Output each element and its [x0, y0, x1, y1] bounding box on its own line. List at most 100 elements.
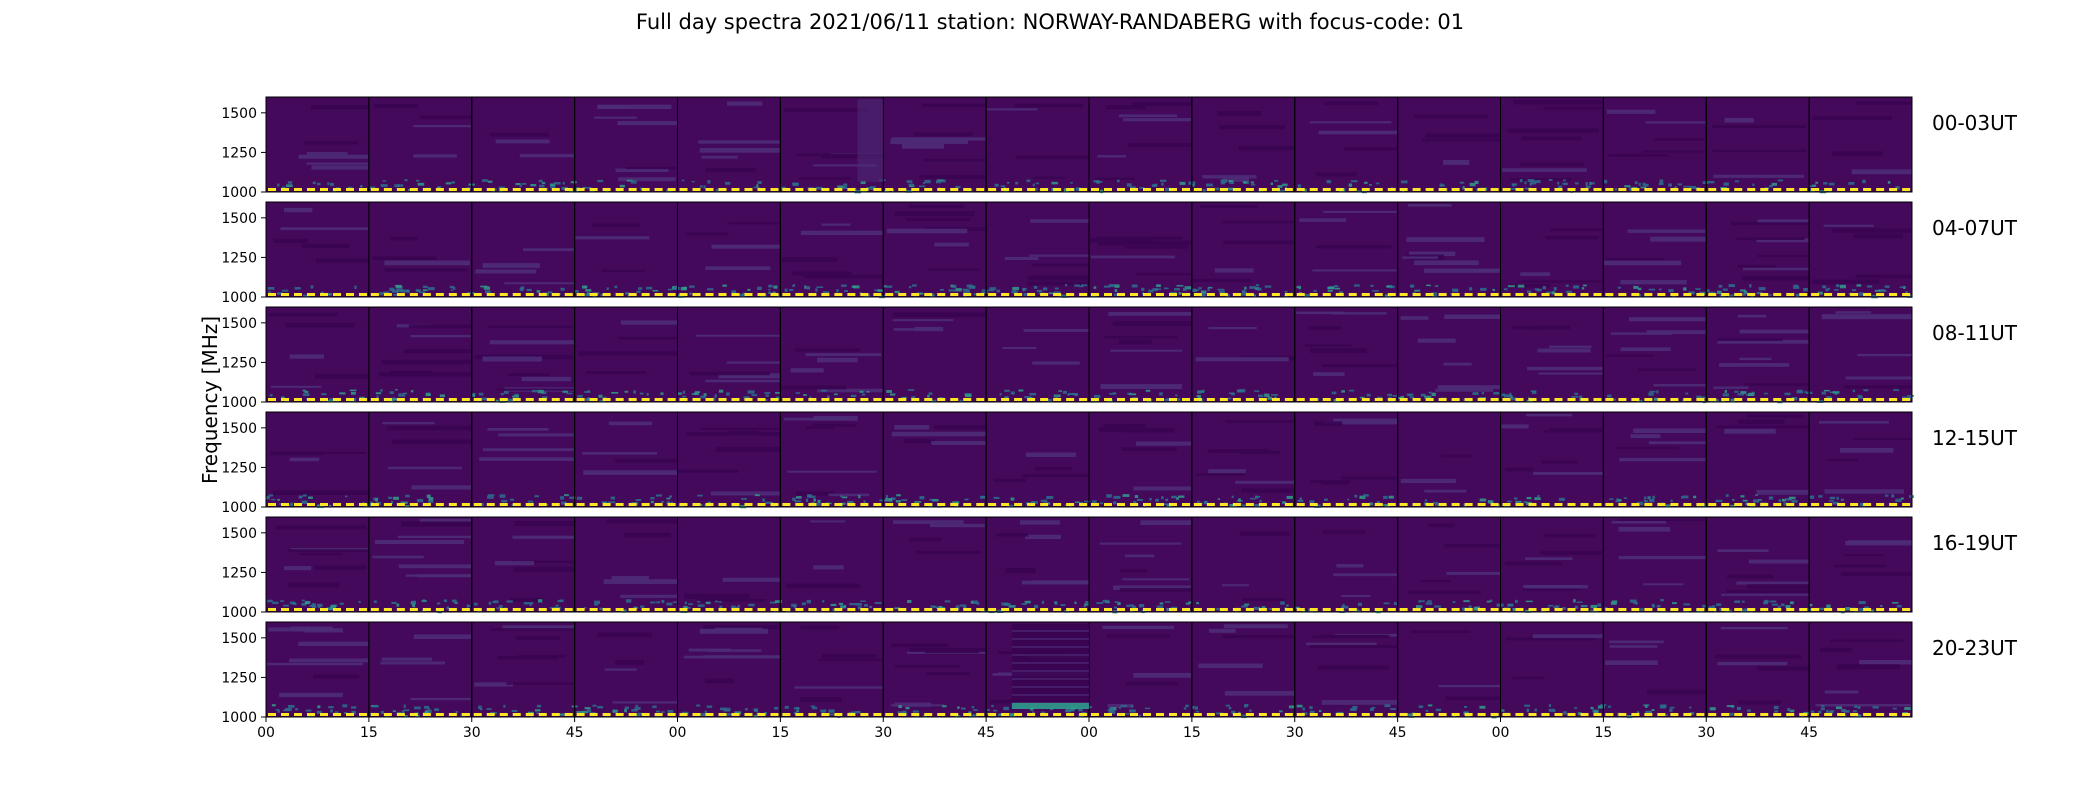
low-frequency-speckle — [1366, 393, 1371, 397]
low-frequency-speckle — [1637, 287, 1642, 291]
interference-band — [384, 260, 470, 266]
low-frequency-speckle — [1244, 603, 1250, 606]
low-frequency-speckle — [693, 392, 699, 395]
interference-band — [1619, 457, 1707, 462]
low-frequency-speckle — [896, 494, 901, 497]
low-frequency-speckle — [1154, 288, 1162, 291]
interference-band — [909, 647, 987, 652]
low-frequency-speckle — [512, 395, 520, 398]
low-frequency-speckle — [514, 393, 519, 397]
low-frequency-speckle — [1474, 180, 1479, 184]
low-frequency-speckle — [1839, 284, 1846, 289]
low-frequency-speckle — [283, 604, 289, 607]
low-frequency-speckle — [997, 609, 1004, 613]
interference-band — [1027, 275, 1089, 281]
low-frequency-speckle — [316, 504, 324, 509]
interference-band — [890, 139, 969, 145]
low-frequency-speckle — [1136, 498, 1143, 501]
interference-band — [372, 555, 424, 559]
interference-band — [488, 325, 573, 328]
low-frequency-speckle — [1434, 285, 1439, 287]
low-frequency-speckle — [526, 288, 532, 292]
low-frequency-speckle — [1464, 705, 1468, 708]
low-frequency-speckle — [271, 704, 276, 707]
low-frequency-speckle — [1734, 180, 1740, 183]
interference-band — [1544, 534, 1595, 538]
low-frequency-speckle — [661, 599, 665, 604]
low-frequency-speckle — [965, 394, 972, 398]
low-frequency-speckle — [1244, 286, 1247, 290]
interference-band — [1720, 627, 1788, 630]
low-frequency-speckle — [529, 603, 532, 607]
low-frequency-speckle — [400, 501, 408, 505]
interference-band — [1654, 138, 1706, 141]
interference-band — [1421, 138, 1501, 142]
y-tick-label: 1250 — [221, 145, 257, 161]
low-frequency-speckle — [508, 399, 514, 402]
interference-band — [504, 282, 575, 285]
low-frequency-speckle — [1127, 392, 1132, 396]
interference-band — [1402, 256, 1438, 259]
low-frequency-speckle — [1393, 602, 1398, 606]
interference-band — [1445, 696, 1501, 701]
low-frequency-speckle — [849, 602, 856, 606]
low-frequency-speckle — [1763, 601, 1768, 605]
interference-band — [1605, 257, 1665, 261]
y-tick-label: 1250 — [221, 460, 257, 476]
low-frequency-speckle — [1859, 608, 1866, 612]
low-frequency-speckle — [1685, 392, 1689, 395]
low-frequency-speckle — [1284, 290, 1288, 293]
low-frequency-speckle — [1054, 395, 1058, 399]
low-frequency-speckle — [380, 184, 388, 187]
low-frequency-speckle — [661, 711, 665, 713]
interference-band — [1033, 176, 1065, 179]
low-frequency-speckle — [635, 704, 639, 707]
interference-band — [1501, 424, 1529, 429]
low-frequency-speckle — [914, 501, 922, 503]
low-frequency-speckle — [412, 603, 416, 608]
low-frequency-speckle — [1593, 609, 1599, 613]
low-frequency-speckle — [1096, 602, 1104, 604]
low-frequency-speckle — [1493, 391, 1500, 395]
interference-band — [310, 105, 369, 110]
x-tick-label: 45 — [1800, 725, 1818, 741]
low-frequency-speckle — [964, 498, 969, 501]
interference-band — [822, 654, 877, 658]
low-frequency-speckle — [266, 495, 270, 500]
low-frequency-speckle — [1041, 600, 1045, 604]
interference-band — [792, 271, 825, 276]
low-frequency-speckle — [1426, 284, 1431, 287]
low-frequency-speckle — [1377, 396, 1383, 400]
low-frequency-speckle — [1892, 707, 1897, 710]
interference-band — [1120, 569, 1148, 573]
interference-band — [689, 371, 770, 376]
low-frequency-speckle — [1182, 287, 1187, 292]
low-frequency-speckle — [1734, 600, 1741, 603]
low-frequency-speckle — [536, 712, 540, 714]
low-frequency-speckle — [650, 601, 656, 604]
low-frequency-speckle — [889, 393, 896, 396]
spectrum-panel — [882, 411, 987, 508]
low-frequency-speckle — [820, 389, 827, 392]
low-frequency-speckle — [550, 184, 556, 189]
panel-frame — [1808, 96, 1913, 193]
low-frequency-speckle — [860, 180, 866, 185]
low-frequency-speckle — [1576, 601, 1583, 604]
low-frequency-speckle — [689, 292, 692, 296]
low-frequency-speckle — [707, 288, 714, 291]
interference-band — [821, 223, 851, 226]
low-frequency-speckle — [405, 494, 410, 498]
low-frequency-speckle — [1724, 389, 1727, 393]
interference-band — [787, 470, 877, 473]
low-frequency-speckle — [1207, 287, 1210, 292]
low-frequency-speckle — [1113, 501, 1117, 505]
low-frequency-speckle — [584, 398, 589, 401]
interference-band — [374, 539, 465, 545]
interference-band — [1443, 159, 1470, 165]
low-frequency-speckle — [1769, 184, 1773, 188]
low-frequency-speckle — [327, 182, 330, 185]
low-frequency-speckle — [372, 705, 379, 708]
low-frequency-speckle — [1331, 391, 1337, 395]
low-frequency-speckle — [1649, 390, 1656, 393]
low-frequency-speckle — [599, 399, 606, 402]
